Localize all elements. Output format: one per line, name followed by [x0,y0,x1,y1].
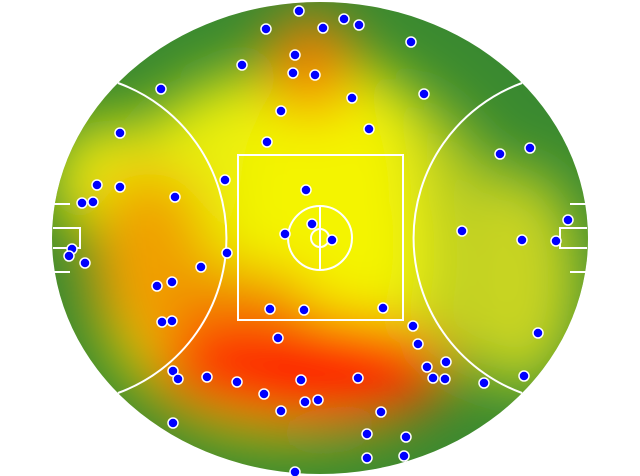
point [405,36,417,48]
point [289,466,301,476]
point [76,197,88,209]
point [532,327,544,339]
point [91,179,103,191]
point [155,83,167,95]
point [169,191,181,203]
point [236,59,248,71]
point [114,127,126,139]
point [398,450,410,462]
point [338,13,350,25]
point [289,49,301,61]
point [562,214,574,226]
point [361,428,373,440]
point [516,234,528,246]
point [317,22,329,34]
point [195,261,207,273]
point [456,225,468,237]
point [287,67,299,79]
point [440,356,452,368]
point [151,280,163,292]
point [293,5,305,17]
point [201,371,213,383]
point [412,338,424,350]
point [407,320,419,332]
point [166,315,178,327]
point [261,136,273,148]
point [353,19,365,31]
point [306,218,318,230]
point [167,417,179,429]
points [63,5,574,476]
point [352,372,364,384]
point [79,257,91,269]
point [400,431,412,443]
point [221,247,233,259]
point [114,181,126,193]
point [279,228,291,240]
point [309,69,321,81]
point [312,394,324,406]
point [300,184,312,196]
point [275,405,287,417]
point [156,316,168,328]
point [439,373,451,385]
point [346,92,358,104]
point [361,452,373,464]
point [298,304,310,316]
point [518,370,530,382]
point [478,377,490,389]
point [166,276,178,288]
point [219,174,231,186]
point [421,361,433,373]
point [299,396,311,408]
point [375,406,387,418]
point [275,105,287,117]
point [258,388,270,400]
point [264,303,276,315]
point [326,234,338,246]
point [172,373,184,385]
point [494,148,506,160]
point [87,196,99,208]
point [63,250,75,262]
point [260,23,272,35]
point [550,235,562,247]
point [418,88,430,100]
point [272,332,284,344]
point [295,374,307,386]
point [524,142,536,154]
point [427,372,439,384]
point [167,365,179,377]
point [363,123,375,135]
point [377,302,389,314]
point [231,376,243,388]
